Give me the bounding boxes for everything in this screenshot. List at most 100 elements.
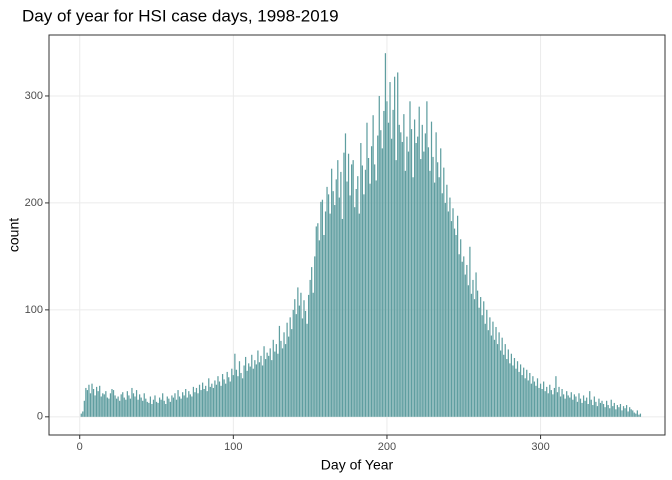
bar <box>616 405 618 417</box>
bar <box>166 396 168 417</box>
bar <box>503 354 505 417</box>
bar <box>566 391 568 417</box>
bar <box>129 398 132 417</box>
bar <box>602 403 605 417</box>
bar <box>304 310 307 417</box>
bar <box>547 393 549 417</box>
bar <box>108 398 110 417</box>
bar <box>538 387 540 417</box>
bar <box>490 335 493 417</box>
bar <box>114 395 116 417</box>
bar <box>102 393 104 417</box>
bar <box>369 183 371 417</box>
bar <box>412 177 414 417</box>
y-tick-label: 200 <box>25 197 43 209</box>
bar <box>335 179 337 417</box>
bar <box>406 136 408 417</box>
panel-border <box>48 34 666 436</box>
bar <box>264 359 267 417</box>
bar <box>561 389 563 417</box>
bar <box>123 397 125 417</box>
bar <box>209 386 211 417</box>
bar <box>613 402 615 417</box>
bar <box>283 332 285 417</box>
bar <box>630 409 632 417</box>
bar <box>390 138 393 417</box>
bar <box>340 171 342 417</box>
bar <box>292 309 294 417</box>
bar <box>240 372 242 417</box>
bar <box>263 346 265 417</box>
bar <box>375 180 377 417</box>
bar <box>203 389 205 417</box>
bar <box>188 391 190 417</box>
bar <box>298 305 301 417</box>
bar <box>237 376 239 417</box>
bar <box>570 392 572 417</box>
bar <box>180 398 182 417</box>
bar <box>366 122 368 417</box>
y-axis-title: count <box>6 218 22 252</box>
bar <box>506 359 508 417</box>
bar <box>584 400 586 417</box>
bar <box>527 380 529 417</box>
bar <box>212 387 214 417</box>
bar <box>360 143 362 417</box>
bar <box>337 160 339 417</box>
bar <box>417 136 419 417</box>
bar <box>546 386 548 417</box>
bar <box>324 211 327 417</box>
bar <box>234 353 236 417</box>
bar <box>638 414 640 417</box>
bar <box>586 397 588 417</box>
bar <box>492 321 494 417</box>
bar <box>97 391 99 417</box>
bar <box>80 413 82 417</box>
bar <box>223 379 225 417</box>
bar <box>513 357 516 417</box>
bar <box>260 355 262 417</box>
bar <box>206 391 208 417</box>
bar <box>500 350 502 417</box>
bar <box>145 398 147 417</box>
bar <box>146 401 148 417</box>
bar <box>148 402 150 417</box>
bar <box>521 375 523 417</box>
bar <box>160 399 162 417</box>
bar <box>464 274 466 417</box>
bar <box>609 408 611 417</box>
bar <box>530 383 532 417</box>
bar <box>606 400 608 417</box>
bar <box>165 403 167 417</box>
bar <box>555 376 557 417</box>
bar <box>309 279 311 417</box>
bar <box>466 264 468 417</box>
bar <box>575 396 577 417</box>
bar <box>131 387 133 417</box>
bar <box>311 267 313 417</box>
bar <box>569 397 571 417</box>
bar <box>82 411 84 417</box>
bar <box>401 141 403 417</box>
bar <box>535 385 537 417</box>
bar <box>473 299 476 417</box>
bar <box>332 191 334 417</box>
bar <box>593 396 595 417</box>
bar <box>252 368 254 417</box>
bar <box>629 407 631 417</box>
bar <box>377 135 379 417</box>
bar <box>171 395 173 417</box>
bar <box>235 369 238 417</box>
bar <box>211 383 213 417</box>
bar <box>599 402 602 417</box>
bar <box>122 392 124 417</box>
bar <box>495 326 497 417</box>
bar <box>624 408 626 417</box>
bar <box>532 376 534 417</box>
bar <box>487 330 489 417</box>
bar <box>544 391 546 417</box>
bar <box>157 402 159 417</box>
bar <box>275 344 277 417</box>
bar <box>404 170 407 417</box>
bar <box>461 261 463 417</box>
